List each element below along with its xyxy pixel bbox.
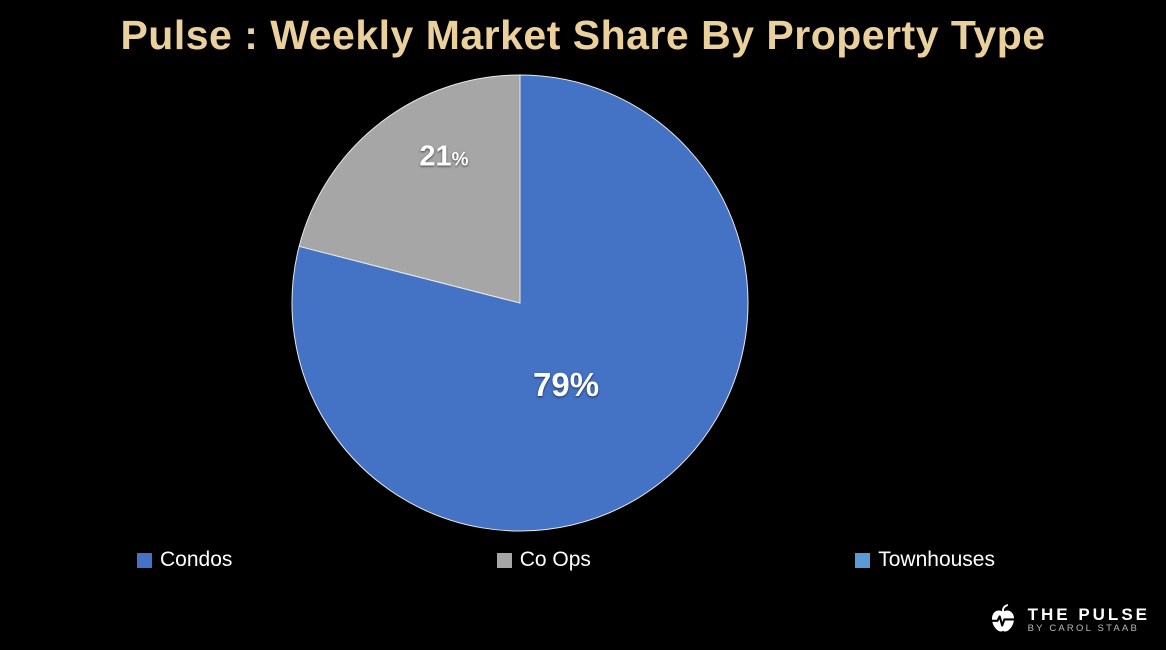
legend-marker-condos xyxy=(137,552,152,568)
legend-label-coops: Co Ops xyxy=(519,548,591,571)
legend-label-townhouses: Townhouses xyxy=(878,548,995,571)
apple-pulse-icon xyxy=(989,604,1016,632)
brand-logo: THE PULSE BY CAROL STAAB xyxy=(986,602,1150,638)
legend-marker-townhouses xyxy=(855,552,871,568)
pie-chart-svg xyxy=(291,74,749,532)
brand-byline: BY CAROL STAAB xyxy=(1027,623,1139,635)
data-label-condos-value: 79 xyxy=(532,366,570,403)
legend-item-condos: Condos xyxy=(137,548,232,572)
brand-text: THE PULSE BY CAROL STAAB xyxy=(1028,605,1150,635)
legend-label-condos: Condos xyxy=(160,548,233,571)
chart-legend: Condos Co Ops Townhouses xyxy=(137,548,995,572)
brand-name: THE PULSE xyxy=(1027,604,1150,624)
page-title: Pulse : Weekly Market Share By Property … xyxy=(120,12,1046,58)
pie-chart: 79% 21% xyxy=(290,73,750,533)
data-label-coops-value: 21 xyxy=(419,140,452,173)
data-label-coops: 21% xyxy=(419,141,468,174)
data-label-condos: 79% xyxy=(533,366,599,404)
data-label-condos-unit: % xyxy=(569,366,600,403)
legend-item-coops: Co Ops xyxy=(496,548,591,572)
legend-marker-coops xyxy=(496,552,512,568)
data-label-coops-unit: % xyxy=(451,149,469,171)
legend-item-townhouses: Townhouses xyxy=(855,548,995,572)
pie-slice-co-ops xyxy=(298,74,521,304)
